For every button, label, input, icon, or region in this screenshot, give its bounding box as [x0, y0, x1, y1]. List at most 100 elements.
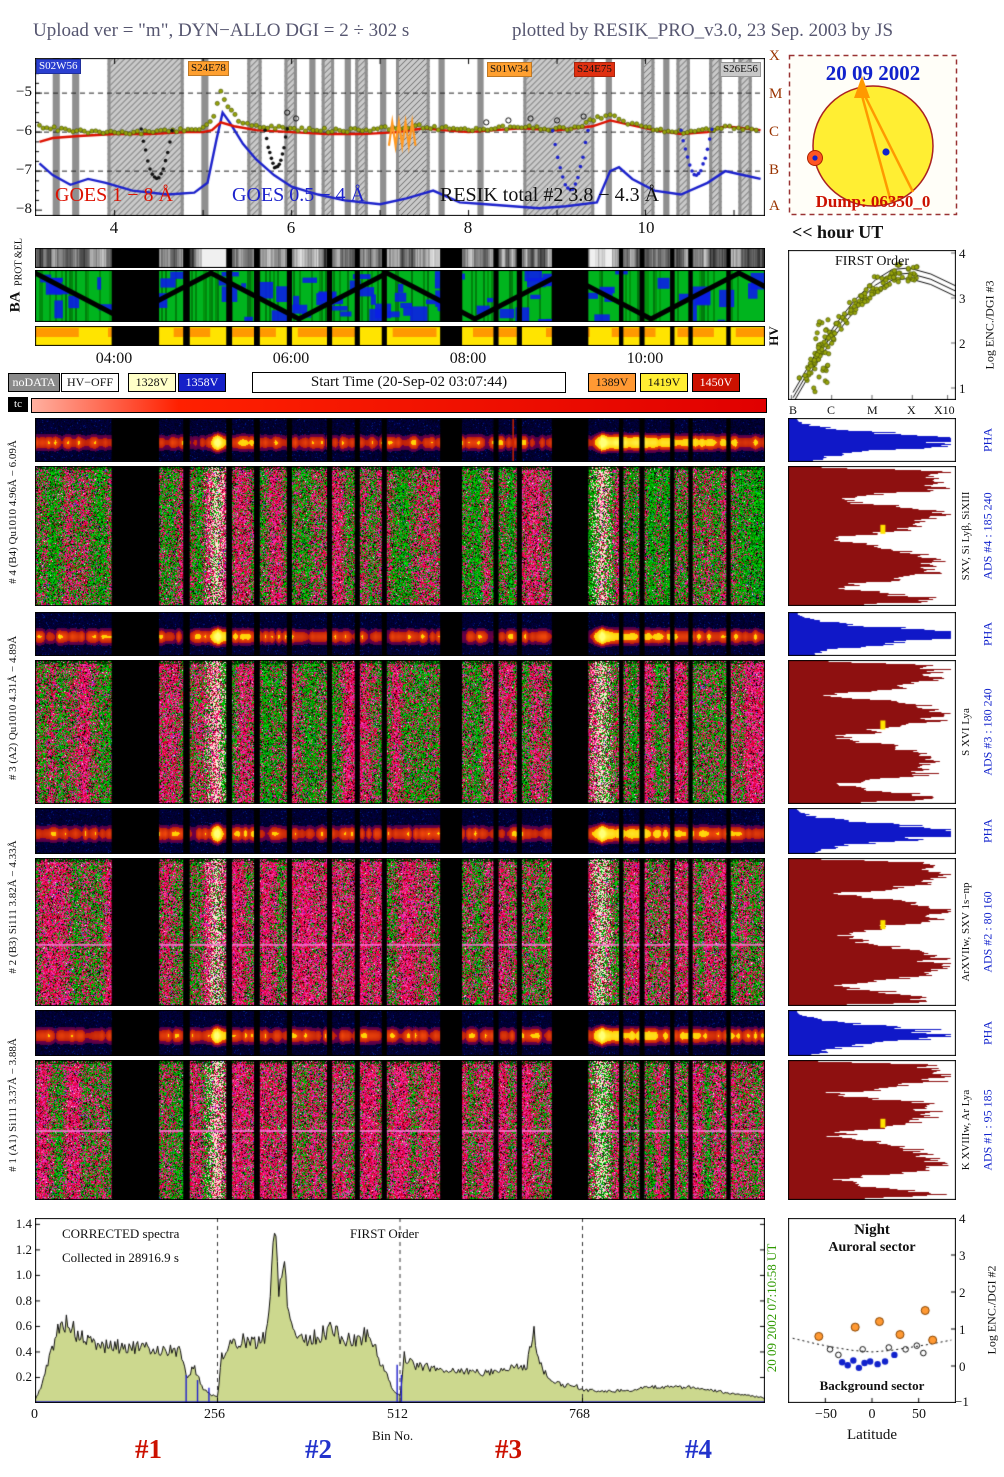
- line-ident-label: SXV, Si Lyβ, SiXIII: [960, 491, 972, 581]
- ads-label: ADS #3 : 180 240: [980, 688, 995, 776]
- time-tick: 08:00: [449, 350, 487, 367]
- spectra-y-tick: 0.6: [15, 1318, 32, 1333]
- night-y-tick: 1: [959, 1322, 966, 1337]
- first-order-y-tick: 2: [959, 336, 966, 351]
- goes-long-label: GOES 1 − 8 Å: [55, 184, 173, 206]
- pha-spectrogram-ch2: [35, 808, 765, 854]
- tc-label: tc: [8, 397, 28, 412]
- ads-spectrogram-ch4: [35, 466, 765, 606]
- proton-electron-strip: [35, 248, 765, 268]
- header-right: plotted by RESIK_PRO_v3.0, 23 Sep. 2003 …: [512, 20, 894, 41]
- resik-total-label: RESIK total #2 3.8 − 4.3 Å: [440, 184, 660, 206]
- region-badge: S01W34: [487, 62, 532, 77]
- pointing-dot: [882, 148, 890, 156]
- goes-x-tick: 8: [463, 218, 473, 237]
- pha-histogram-ch2: [788, 808, 956, 854]
- pha-spectrogram-ch4: [35, 418, 765, 462]
- night-x-tick: −50: [815, 1407, 837, 1422]
- ads-spectrogram-ch2: [35, 858, 765, 1006]
- spectra-x-tick: 768: [569, 1407, 590, 1422]
- pha-label: PHA: [980, 427, 995, 453]
- active-region-dot: [812, 155, 818, 161]
- flux-class-letter: B: [769, 162, 780, 178]
- time-tick: 10:00: [626, 350, 664, 367]
- goes-flux-plot: [35, 58, 765, 216]
- legend-1358v: 1358V: [178, 373, 226, 392]
- spectra-subtitle: Collected in 28916.9 s: [62, 1250, 179, 1265]
- legend-1450v: 1450V: [692, 373, 740, 392]
- goes-y-tick: −6: [16, 123, 32, 139]
- spectra-y-tick: 0.4: [15, 1344, 32, 1359]
- hv-label: HV: [766, 326, 781, 346]
- night-y-tick: 2: [959, 1285, 966, 1300]
- night-x-tick: 50: [912, 1407, 926, 1422]
- line-ident-label: S XVI Lya: [960, 708, 972, 756]
- spectra-title: CORRECTED spectra: [62, 1226, 180, 1241]
- pha-histogram-ch1: [788, 1010, 956, 1056]
- pha-histogram-ch4: [788, 418, 956, 462]
- ads-histogram-ch2: [788, 858, 956, 1006]
- pha-spectrogram-ch3: [35, 612, 765, 656]
- first-order-title: FIRST Order: [834, 254, 910, 269]
- pha-label: PHA: [980, 1020, 995, 1046]
- channel-left-label: # 3 (A2) Qu1010 4.31Å − 4.89Å: [7, 635, 19, 781]
- pha-histogram-ch3: [788, 612, 956, 656]
- first-order-x-tick: M: [867, 403, 878, 417]
- legend-1389v: 1389V: [588, 373, 636, 392]
- segment-label-1: #1: [135, 1434, 162, 1464]
- goes-y-tick: −7: [16, 162, 32, 178]
- goes-short-label: GOES 0.5 − 4 Å: [232, 184, 365, 206]
- ads-label: ADS #1 : 95 185: [980, 1089, 995, 1171]
- night-y-label: Log ENC./DGI #2: [984, 1265, 999, 1355]
- flux-class-letter: X: [769, 48, 780, 64]
- segment-label-2: #2: [305, 1434, 332, 1464]
- segment-label-4: #4: [685, 1434, 712, 1464]
- segment-label-3: #3: [495, 1434, 522, 1464]
- flux-class-letter: M: [769, 86, 783, 102]
- channel-left-label: # 2 (B3) Si111 3.82Å − 4.33Å: [7, 840, 19, 974]
- ads-histogram-ch4: [788, 466, 956, 606]
- spectra-x-label: Bin No.: [372, 1428, 414, 1443]
- ads-spectrogram-ch3: [35, 660, 765, 804]
- legend-hvoff: HV−OFF: [61, 373, 119, 392]
- first-order-x-tick: B: [789, 403, 798, 417]
- spectra-y-tick: 0.8: [15, 1293, 32, 1308]
- hour-ut-note: << hour UT: [792, 222, 884, 242]
- channel-left-label: # 1 (A1) Si111 3.37Å − 3.88Å: [7, 1038, 19, 1172]
- time-tick: 04:00: [95, 350, 133, 367]
- spectra-y-tick: 1.0: [15, 1267, 32, 1282]
- region-badge: S24E75: [574, 62, 615, 77]
- goes-y-tick: −5: [16, 84, 32, 100]
- flux-class-letter: C: [769, 124, 780, 140]
- spectra-y-tick: 0.2: [15, 1369, 32, 1384]
- ads-histogram-ch1: [788, 1060, 956, 1200]
- first-order-x-tick: X: [907, 403, 916, 417]
- first-order-y-tick: 3: [959, 291, 966, 306]
- night-y-tick: 3: [959, 1248, 966, 1263]
- spectra-side-timestamp: 20 09 2002 07:10:58 UT: [764, 1243, 779, 1373]
- arrow-icon: [854, 76, 915, 203]
- goes-x-tick: 10: [637, 218, 655, 237]
- ads-histogram-ch3: [788, 660, 956, 804]
- line-ident-label: K XVIIIw, Ar Lya: [960, 1089, 972, 1171]
- region-badge: S26E56: [720, 62, 761, 77]
- sun-disk: [812, 85, 934, 207]
- spectra-y-tick: 1.2: [15, 1242, 32, 1257]
- time-tick: 06:00: [272, 350, 310, 367]
- flux-class-letter: A: [769, 198, 780, 214]
- pha-spectrogram-ch1: [35, 1010, 765, 1056]
- first-order-y-label: Log ENC./DGI #3: [982, 280, 997, 370]
- night-x-label: Latitude: [847, 1427, 897, 1443]
- first-order-y-tick: 4: [959, 246, 966, 261]
- sun-dump-panel: 20 09 2002 Dump: 06350_0: [788, 54, 958, 216]
- night-auroral-plot: [788, 1218, 956, 1403]
- first-order-x-tick: X10: [934, 403, 955, 417]
- region-badge: S02W56: [36, 59, 81, 74]
- protel-label: PROT &EL: [13, 238, 25, 286]
- ads-label: ADS #4 : 185 240: [980, 492, 995, 580]
- first-order-x-tick: C: [827, 403, 836, 417]
- spectra-order-label: FIRST Order: [350, 1226, 419, 1241]
- auroral-sector-label: Auroral sector: [828, 1240, 916, 1255]
- ba-activity-panel: [35, 270, 765, 322]
